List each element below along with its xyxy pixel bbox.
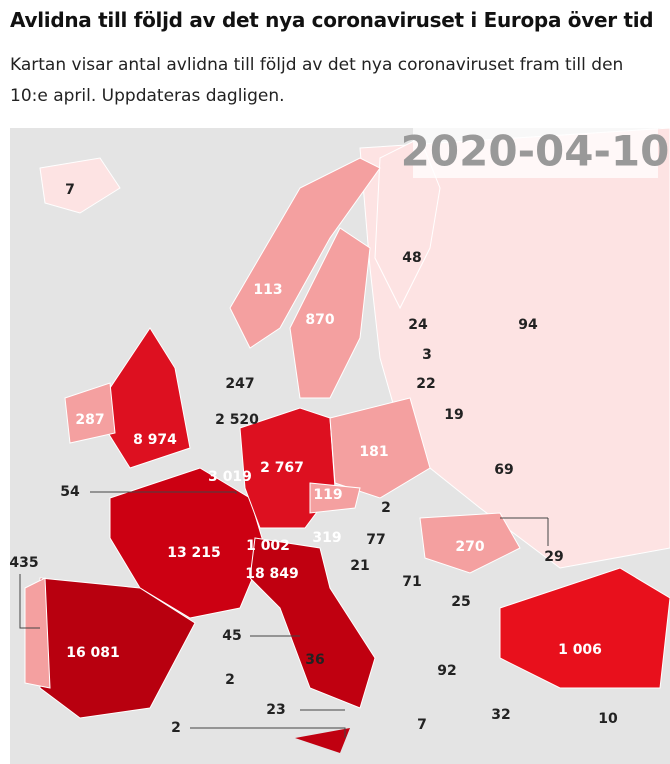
- country-label: 24: [408, 317, 428, 333]
- poland: [329, 397, 431, 499]
- country-label: 36: [305, 652, 324, 668]
- sicily: [295, 728, 350, 753]
- country-label: 77: [366, 532, 385, 548]
- country-label: 2: [381, 500, 391, 516]
- country-label: 19: [444, 407, 463, 423]
- country-label: 181: [359, 444, 388, 460]
- turkey: [499, 567, 670, 689]
- country-label: 2: [171, 720, 181, 736]
- country-label: 16 081: [66, 645, 120, 661]
- leader: [190, 635, 346, 738]
- country-label: 23: [266, 702, 285, 718]
- country-label: 2 520: [215, 412, 259, 428]
- country-label: 25: [451, 594, 470, 610]
- iceland: [39, 157, 121, 214]
- country-label: 270: [455, 539, 484, 555]
- country-label: 48: [402, 250, 421, 266]
- country-label: 3: [422, 347, 432, 363]
- country-label: 319: [312, 530, 341, 546]
- sweden: [289, 227, 371, 399]
- country-label: 32: [491, 707, 510, 723]
- france: [109, 467, 266, 619]
- country-label: 54: [60, 484, 80, 500]
- country-label: 10: [598, 711, 618, 727]
- leader: [19, 574, 40, 629]
- country-label: 870: [305, 312, 334, 328]
- country-label: 113: [253, 282, 282, 298]
- leader: [90, 491, 237, 494]
- country-label: 21: [350, 558, 369, 574]
- country-label: 29: [544, 549, 563, 565]
- date: 2020-04-10: [401, 128, 670, 176]
- country-label: 2 767: [260, 460, 304, 476]
- country-label: 45: [222, 628, 241, 644]
- norway: [229, 157, 381, 349]
- country-label: 119: [313, 487, 342, 503]
- country-label: 3 019: [208, 469, 252, 485]
- italy: [249, 537, 376, 709]
- country-label: 7: [65, 182, 75, 198]
- country-label: 2: [225, 672, 235, 688]
- country-label: 92: [437, 663, 456, 679]
- country-label: 8 974: [133, 432, 177, 448]
- title: Avlidna till följd av det nya coronaviru…: [10, 8, 654, 32]
- romania: [419, 512, 521, 574]
- country-label: 287: [75, 412, 104, 428]
- country-label: 69: [494, 462, 513, 478]
- spain: [39, 577, 196, 719]
- country-label: 1 006: [558, 642, 602, 658]
- country-label: 94: [518, 317, 538, 333]
- leader: [500, 517, 549, 546]
- portugal: [24, 577, 51, 689]
- ireland: [64, 382, 116, 444]
- country-label: 22: [416, 376, 435, 392]
- country-label: 7: [417, 717, 427, 733]
- country-label: 13 215: [167, 545, 221, 561]
- country-label: 18 849: [245, 566, 299, 582]
- country-label: 1 002: [246, 538, 290, 554]
- subtitle: Kartan visar antal avlidna till följd av…: [10, 55, 624, 106]
- russia: [359, 128, 670, 569]
- date-box: [413, 128, 658, 178]
- country-label: 435: [9, 555, 38, 571]
- country-label: 247: [225, 376, 254, 392]
- country-label: 71: [402, 574, 421, 590]
- austria-czech: [309, 482, 361, 514]
